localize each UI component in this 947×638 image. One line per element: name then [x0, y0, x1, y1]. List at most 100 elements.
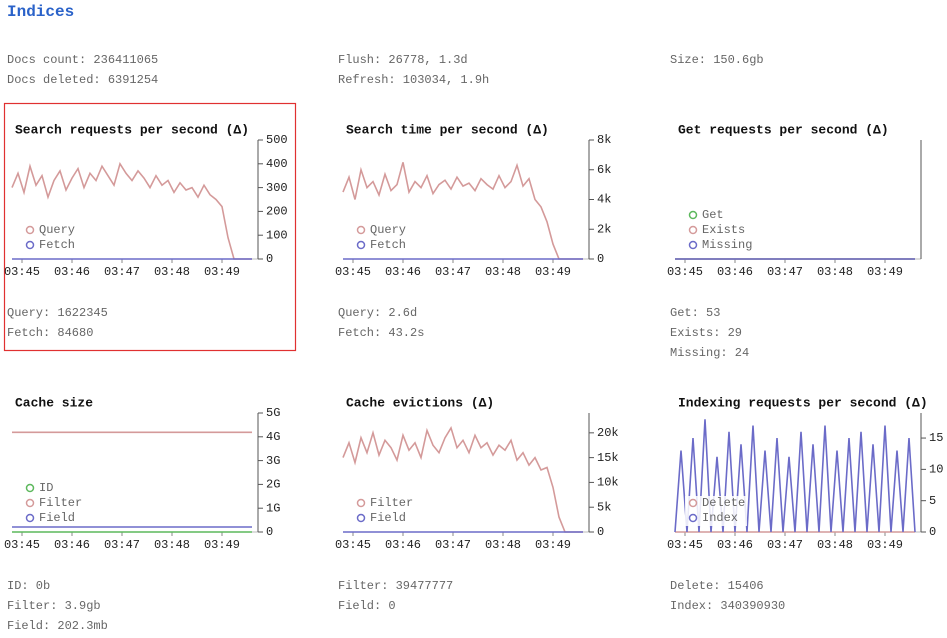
legend-label: Field — [39, 511, 75, 525]
y-tick-label: 5 — [929, 494, 936, 508]
x-tick-label: 03:48 — [485, 265, 521, 279]
legend-bg — [685, 238, 747, 253]
legend-bg — [685, 223, 747, 238]
x-tick-label: 03:46 — [717, 265, 753, 279]
summary-stat: Flush: 26778, 1.3d — [338, 53, 468, 67]
x-tick-label: 03:48 — [485, 538, 521, 552]
legend-label: Fetch — [39, 238, 75, 252]
legend-label: Field — [370, 511, 406, 525]
y-tick-label: 0 — [266, 252, 273, 266]
legend-bg — [685, 496, 747, 511]
chart-title: Indexing requests per second (Δ) — [678, 395, 928, 410]
chart-stat: ID: 0b — [7, 579, 50, 593]
chart-title: Search time per second (Δ) — [346, 122, 549, 137]
chart-title: Cache size — [15, 395, 93, 410]
y-tick-label: 500 — [266, 133, 288, 147]
x-tick-label: 03:45 — [667, 538, 703, 552]
summary-stat: Size: 150.6gb — [670, 53, 764, 67]
legend-marker — [688, 225, 698, 235]
y-tick-label: 4k — [597, 193, 611, 207]
legend-bg — [22, 481, 84, 496]
x-tick-label: 03:49 — [535, 265, 571, 279]
y-tick-label: 300 — [266, 181, 288, 195]
legend-bg — [22, 223, 84, 238]
legend-marker — [25, 483, 35, 493]
legend-label: Filter — [39, 496, 82, 510]
x-tick-label: 03:49 — [204, 538, 240, 552]
legend-marker — [688, 240, 698, 250]
legend-bg — [22, 511, 84, 526]
x-tick-label: 03:49 — [535, 538, 571, 552]
summary-stat: Refresh: 103034, 1.9h — [338, 73, 489, 87]
chart-stat: Query: 1622345 — [7, 306, 108, 320]
y-tick-label: 0 — [597, 525, 604, 539]
x-tick-label: 03:46 — [385, 538, 421, 552]
x-tick-label: 03:48 — [817, 265, 853, 279]
legend-marker — [356, 498, 366, 508]
legend-marker — [356, 240, 366, 250]
x-tick-label: 03:47 — [767, 265, 803, 279]
series-line — [674, 419, 916, 533]
x-tick-label: 03:45 — [4, 265, 40, 279]
y-tick-label: 5G — [266, 406, 280, 420]
legend-label: Get — [702, 208, 724, 222]
legend-label: Missing — [702, 238, 752, 252]
chart-title: Search requests per second (Δ) — [15, 122, 249, 137]
legend-marker — [688, 210, 698, 220]
y-tick-label: 0 — [929, 525, 936, 539]
chart-stat: Field: 0 — [338, 599, 396, 613]
legend-label: ID — [39, 481, 53, 495]
legend-bg — [685, 511, 747, 526]
x-tick-label: 03:47 — [767, 538, 803, 552]
legend-label: Filter — [370, 496, 413, 510]
y-tick-label: 3G — [266, 454, 280, 468]
chart-stat: Filter: 3.9gb — [7, 599, 101, 613]
x-tick-label: 03:49 — [867, 538, 903, 552]
x-tick-label: 03:46 — [717, 538, 753, 552]
x-tick-label: 03:47 — [435, 265, 471, 279]
legend-marker — [25, 498, 35, 508]
x-tick-label: 03:48 — [154, 538, 190, 552]
y-tick-label: 10 — [929, 463, 943, 477]
series-line — [342, 425, 583, 533]
x-tick-label: 03:47 — [104, 538, 140, 552]
y-tick-label: 200 — [266, 205, 288, 219]
chart-stat: Exists: 29 — [670, 326, 742, 340]
chart-stat: Field: 202.3mb — [7, 619, 108, 633]
y-tick-label: 0 — [266, 525, 273, 539]
chart-stat: Fetch: 84680 — [7, 326, 93, 340]
y-tick-label: 4G — [266, 430, 280, 444]
legend-marker — [25, 513, 35, 523]
x-tick-label: 03:49 — [204, 265, 240, 279]
x-tick-label: 03:45 — [667, 265, 703, 279]
chart-stat: Fetch: 43.2s — [338, 326, 424, 340]
page-title: Indices — [7, 3, 74, 21]
y-tick-label: 15k — [597, 451, 619, 465]
chart-stat: Index: 340390930 — [670, 599, 785, 613]
y-tick-label: 10k — [597, 476, 619, 490]
y-tick-label: 5k — [597, 500, 611, 514]
x-tick-label: 03:46 — [54, 538, 90, 552]
legend-bg — [353, 511, 415, 526]
x-tick-label: 03:48 — [817, 538, 853, 552]
x-tick-label: 03:45 — [335, 538, 371, 552]
legend-label: Query — [39, 223, 75, 237]
chart-stat: Get: 53 — [670, 306, 720, 320]
legend-bg — [353, 223, 415, 238]
chart-stat: Delete: 15406 — [670, 579, 764, 593]
legend-label: Delete — [702, 496, 745, 510]
series-line — [11, 161, 252, 260]
legend-marker — [688, 498, 698, 508]
y-tick-label: 400 — [266, 157, 288, 171]
y-tick-label: 15 — [929, 431, 943, 445]
y-tick-label: 0 — [597, 252, 604, 266]
y-tick-label: 8k — [597, 133, 611, 147]
legend-bg — [685, 208, 747, 223]
legend-marker — [25, 240, 35, 250]
legend-marker — [688, 513, 698, 523]
x-tick-label: 03:49 — [867, 265, 903, 279]
x-tick-label: 03:47 — [435, 538, 471, 552]
legend-label: Query — [370, 223, 406, 237]
